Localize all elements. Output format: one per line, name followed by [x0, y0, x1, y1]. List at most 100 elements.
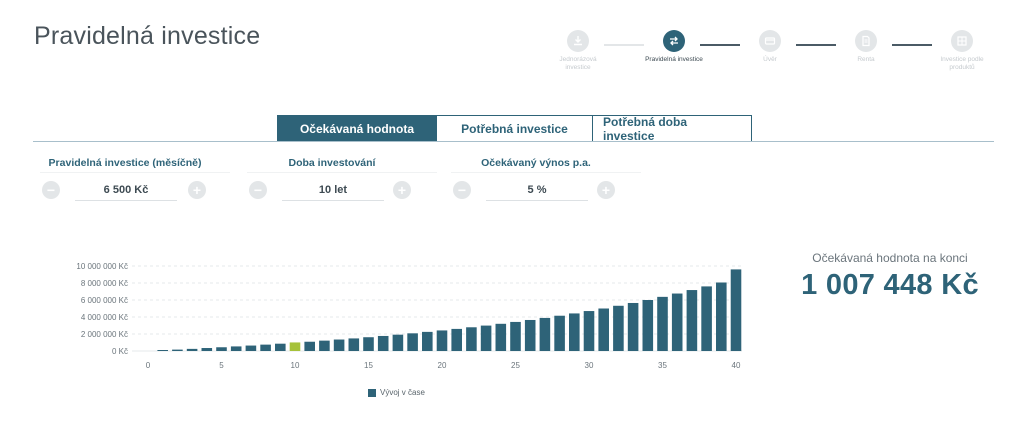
- x-tick-label: 15: [364, 361, 373, 370]
- x-tick-label: 20: [438, 361, 447, 370]
- result-panel: Očekávaná hodnota na konci 1 007 448 Kč: [780, 251, 1000, 302]
- chart-bar: [569, 313, 580, 351]
- step-progress: Jednorázová investice Pravidelná investi…: [548, 30, 988, 80]
- chart-bar: [730, 269, 742, 351]
- chart-bar: [230, 346, 242, 351]
- chart-bar: [363, 337, 374, 351]
- divider: [451, 172, 641, 173]
- step-label: Renta: [857, 56, 875, 63]
- x-tick-label: 0: [146, 361, 151, 370]
- chart-bar: [510, 321, 521, 351]
- grid-icon: [951, 30, 973, 52]
- duration-input[interactable]: [282, 179, 384, 201]
- decrement-button[interactable]: −: [249, 181, 267, 199]
- legend-label: Vývoj v čase: [380, 388, 425, 397]
- chart-bar: [275, 343, 286, 351]
- chart-bar: [480, 325, 492, 351]
- card-icon: [759, 30, 781, 52]
- increment-button[interactable]: +: [597, 181, 615, 199]
- mode-tabs: Očekávaná hodnota Potřebná investice Pot…: [277, 115, 752, 143]
- increment-button[interactable]: +: [188, 181, 206, 199]
- field-label: Doba investování: [288, 157, 376, 169]
- chart-bar: [348, 338, 360, 351]
- y-tick-label: 4 000 000 Kč: [81, 313, 128, 322]
- step-uver[interactable]: Úvěr: [740, 30, 800, 64]
- chart-bar: [598, 308, 609, 351]
- step-jednorazova[interactable]: Jednorázová investice: [548, 30, 608, 72]
- step-label: Pravidelná investice: [645, 56, 703, 63]
- field-label: Pravidelná investice (měsíčně): [48, 157, 202, 169]
- chart-bar: [186, 348, 198, 351]
- chart-bar: [319, 340, 330, 351]
- field-duration: Doba investování − +: [247, 157, 437, 201]
- chart-bar: [671, 293, 683, 351]
- y-tick-label: 2 000 000 Kč: [81, 330, 128, 339]
- chart-bar: [627, 302, 639, 351]
- chart-bar: [657, 296, 668, 351]
- field-monthly-investment: Pravidelná investice (měsíčně) − +: [40, 157, 230, 201]
- chart-bar: [377, 335, 389, 351]
- decrement-button[interactable]: −: [42, 181, 60, 199]
- chart-bar: [451, 328, 462, 351]
- x-tick-label: 35: [658, 361, 667, 370]
- page-title: Pravidelná investice: [34, 22, 261, 50]
- result-value: 1 007 448 Kč: [801, 269, 979, 301]
- chart-bar: [524, 319, 536, 351]
- chart-bar: [554, 315, 565, 351]
- field-expected-return: Očekávaný výnos p.a. − +: [451, 157, 641, 201]
- transfer-icon: [663, 30, 685, 52]
- chart-bar: [466, 327, 477, 351]
- chart-bar: [333, 339, 345, 351]
- chart-bar: [289, 342, 301, 351]
- chart-bar: [201, 348, 213, 351]
- expected-return-input[interactable]: [486, 179, 588, 201]
- step-label: Jednorázová investice: [559, 56, 597, 71]
- chart-legend: Vývoj v čase: [368, 388, 425, 397]
- download-icon: [567, 30, 589, 52]
- legend-swatch: [368, 388, 376, 397]
- tab-ocekavana-hodnota[interactable]: Očekávaná hodnota: [277, 115, 437, 142]
- chart-bar: [613, 305, 624, 351]
- tab-potrebna-investice[interactable]: Potřebná investice: [436, 115, 593, 142]
- chart-bar: [304, 341, 315, 351]
- document-icon: [855, 30, 877, 52]
- chart-bar: [701, 286, 712, 351]
- chart-bar: [392, 334, 404, 351]
- x-tick-label: 25: [511, 361, 520, 370]
- step-produkty[interactable]: Investice podle produktů: [932, 30, 992, 72]
- tab-potrebna-doba[interactable]: Potřebná doba investice: [592, 115, 752, 143]
- divider: [247, 172, 437, 173]
- chart-bar: [495, 323, 507, 351]
- chart-bar: [583, 311, 595, 351]
- step-connector: [700, 44, 740, 46]
- chart-bar: [642, 300, 654, 351]
- x-tick-label: 10: [291, 361, 300, 370]
- step-connector: [892, 44, 932, 46]
- step-connector: [604, 44, 644, 46]
- tabs-divider: [33, 141, 994, 142]
- chart-bar: [436, 330, 448, 351]
- growth-chart: 0 Kč 2 000 000 Kč 4 000 000 Kč 6 000 000 Kč…: [76, 262, 742, 370]
- y-tick-label: 0 Kč: [112, 347, 128, 356]
- step-label: Úvěr: [763, 56, 777, 63]
- monthly-investment-input[interactable]: [75, 179, 177, 201]
- step-label: Investice podle produktů: [940, 56, 984, 71]
- y-tick-label: 6 000 000 Kč: [81, 296, 128, 305]
- chart-bar: [216, 347, 227, 351]
- chart-bar: [686, 290, 698, 351]
- x-tick-label: 30: [585, 361, 594, 370]
- y-tick-label: 10 000 000 Kč: [76, 262, 128, 271]
- step-renta[interactable]: Renta: [836, 30, 896, 64]
- chart-bar: [539, 317, 551, 351]
- chart-bar: [172, 349, 183, 351]
- increment-button[interactable]: +: [393, 181, 411, 199]
- step-pravidelna[interactable]: Pravidelná investice: [644, 30, 704, 64]
- step-connector: [796, 44, 836, 46]
- y-tick-label: 8 000 000 Kč: [81, 279, 128, 288]
- result-label: Očekávaná hodnota na konci: [812, 251, 968, 265]
- chart-bar: [422, 331, 433, 351]
- divider: [40, 172, 230, 173]
- chart-bar: [157, 350, 168, 351]
- decrement-button[interactable]: −: [453, 181, 471, 199]
- chart-bar: [260, 344, 271, 351]
